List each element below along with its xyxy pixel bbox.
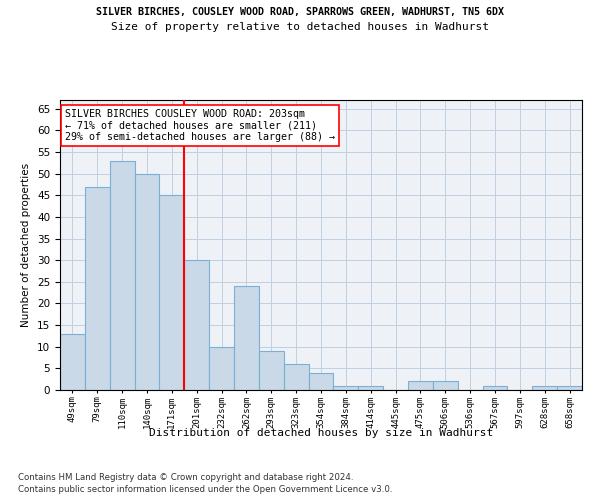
Y-axis label: Number of detached properties: Number of detached properties <box>22 163 31 327</box>
Text: SILVER BIRCHES, COUSLEY WOOD ROAD, SPARROWS GREEN, WADHURST, TN5 6DX: SILVER BIRCHES, COUSLEY WOOD ROAD, SPARR… <box>96 8 504 18</box>
Bar <box>482 386 508 390</box>
Text: Size of property relative to detached houses in Wadhurst: Size of property relative to detached ho… <box>111 22 489 32</box>
Bar <box>284 364 308 390</box>
Bar <box>234 286 259 390</box>
Bar <box>408 382 433 390</box>
Bar <box>184 260 209 390</box>
Text: Distribution of detached houses by size in Wadhurst: Distribution of detached houses by size … <box>149 428 493 438</box>
Bar <box>160 195 184 390</box>
Bar <box>433 382 458 390</box>
Bar <box>60 334 85 390</box>
Bar <box>557 386 582 390</box>
Bar <box>308 372 334 390</box>
Bar <box>134 174 160 390</box>
Bar <box>532 386 557 390</box>
Text: Contains HM Land Registry data © Crown copyright and database right 2024.: Contains HM Land Registry data © Crown c… <box>18 472 353 482</box>
Text: Contains public sector information licensed under the Open Government Licence v3: Contains public sector information licen… <box>18 485 392 494</box>
Bar <box>259 351 284 390</box>
Bar <box>334 386 358 390</box>
Bar <box>85 186 110 390</box>
Bar <box>110 160 134 390</box>
Bar <box>209 346 234 390</box>
Text: SILVER BIRCHES COUSLEY WOOD ROAD: 203sqm
← 71% of detached houses are smaller (2: SILVER BIRCHES COUSLEY WOOD ROAD: 203sqm… <box>65 108 335 142</box>
Bar <box>358 386 383 390</box>
